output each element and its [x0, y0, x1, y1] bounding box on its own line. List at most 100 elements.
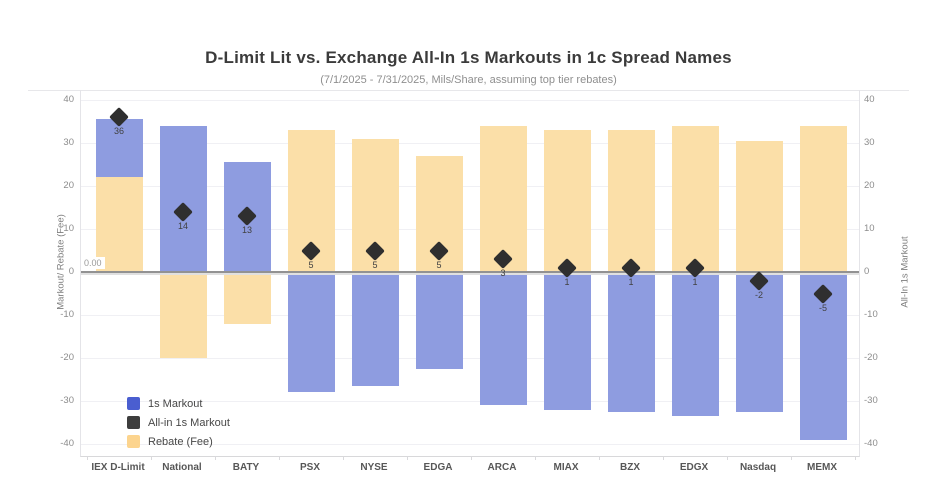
x-axis-label-National: National [162, 462, 202, 473]
bar-rebate-fee-IEX D-Limit[interactable] [95, 177, 143, 272]
x-axis-label-IEX D-Limit: IEX D-Limit [91, 462, 145, 473]
diamond-value-label-BATY: 13 [241, 225, 252, 236]
right-axis-tick-label-30: 30 [864, 137, 875, 148]
bar-1s-markout-ARCA[interactable] [479, 272, 527, 406]
x-axis-tick [151, 456, 152, 460]
left-axis-tick-label--20: -20 [60, 352, 74, 363]
bar-1s-markout-Nasdaq[interactable] [735, 272, 783, 412]
bar-1s-markout-MIAX[interactable] [543, 272, 591, 410]
x-axis-label-NYSE: NYSE [360, 462, 388, 473]
bar-rebate-fee-Nasdaq[interactable] [735, 140, 783, 272]
right-axis-tick-label--40: -40 [864, 438, 878, 449]
gridline--10 [81, 315, 859, 316]
x-axis-tick [87, 456, 88, 460]
left-axis-tick-label-40: 40 [63, 94, 74, 105]
zero-reference-line [81, 271, 859, 273]
diamond-value-label-Nasdaq: -2 [754, 289, 763, 300]
gridline--20 [81, 358, 859, 359]
bar-1s-markout-National[interactable] [159, 125, 207, 272]
gridline--40 [81, 444, 859, 445]
right-axis-tick-label-40: 40 [864, 94, 875, 105]
diamond-value-label-ARCA: 3 [500, 268, 506, 279]
x-axis-label-BATY: BATY [232, 462, 260, 473]
zero-reference-label: 0.00 [81, 257, 105, 269]
left-axis-tick-label--30: -30 [60, 395, 74, 406]
x-axis-label-Nasdaq: Nasdaq [739, 462, 777, 473]
right-axis-tick-label-0: 0 [864, 266, 870, 277]
legend-swatch-rebate-fee [127, 435, 140, 448]
gridline--30 [81, 401, 859, 402]
chart-subtitle: (7/1/2025 - 7/31/2025, Mils/Share, assum… [320, 74, 617, 86]
legend-label-all-in-1s-markout: All-in 1s Markout [148, 416, 230, 429]
x-axis-tick [407, 456, 408, 460]
chart-title: D-Limit Lit vs. Exchange All-In 1s Marko… [205, 48, 732, 67]
x-axis-tick [727, 456, 728, 460]
left-axis-tick-label-10: 10 [63, 223, 74, 234]
diamond-value-label-MIAX: 1 [564, 276, 570, 287]
x-axis-tick [279, 456, 280, 460]
right-axis-tick-label--10: -10 [864, 309, 878, 320]
legend-label-rebate-fee: Rebate (Fee) [148, 435, 213, 448]
bar-rebate-fee-BATY[interactable] [223, 272, 271, 324]
x-axis-tick [471, 456, 472, 460]
bar-rebate-fee-ARCA[interactable] [479, 125, 527, 272]
x-axis-tick [535, 456, 536, 460]
bar-1s-markout-BZX[interactable] [607, 272, 655, 412]
bar-rebate-fee-National[interactable] [159, 272, 207, 358]
right-axis-tick-label--30: -30 [864, 395, 878, 406]
x-axis-label-PSX: PSX [299, 462, 320, 473]
x-axis-label-ARCA: ARCA [487, 462, 517, 473]
diamond-value-label-EDGA: 5 [436, 259, 442, 270]
x-axis-tick [215, 456, 216, 460]
x-axis-tick [663, 456, 664, 460]
diamond-value-label-BZX: 1 [628, 276, 634, 287]
bar-rebate-fee-MIAX[interactable] [543, 130, 591, 272]
diamond-value-label-EDGX: 1 [692, 276, 698, 287]
x-axis-label-EDGA: EDGA [423, 462, 453, 473]
left-axis-tick-label-0: 0 [68, 266, 74, 277]
x-axis-tick [791, 456, 792, 460]
legend-swatch-1s-markout [127, 397, 140, 410]
diamond-value-label-MEMX: -5 [818, 302, 827, 313]
gridline-30 [81, 143, 859, 144]
bar-rebate-fee-MEMX[interactable] [799, 125, 847, 272]
left-axis-tick-label-20: 20 [63, 180, 74, 191]
x-axis-tick [343, 456, 344, 460]
legend-swatch-all-in-1s-markout [127, 416, 140, 429]
gridline-40 [81, 100, 859, 101]
right-axis-tick-label-10: 10 [864, 223, 875, 234]
gridline-20 [81, 186, 859, 187]
bar-1s-markout-EDGX[interactable] [671, 272, 719, 417]
right-axis-tick-label-20: 20 [864, 180, 875, 191]
right-axis-title: All-In 1s Markout [899, 236, 911, 308]
bar-1s-markout-PSX[interactable] [287, 272, 335, 393]
title-divider [28, 90, 909, 91]
diamond-value-label-PSX: 5 [308, 259, 314, 270]
left-axis-tick-label-30: 30 [63, 137, 74, 148]
bar-1s-markout-NYSE[interactable] [351, 272, 399, 386]
bar-1s-markout-EDGA[interactable] [415, 272, 463, 369]
plot-area: 36 14 13 5 5 5 3 1 1 1 -2 -5 [80, 90, 860, 460]
diamond-value-label-NYSE: 5 [372, 259, 378, 270]
left-axis-tick-label--40: -40 [60, 438, 74, 449]
legend-item-all-in-1s-markout[interactable]: All-in 1s Markout [127, 413, 230, 432]
bar-rebate-fee-BZX[interactable] [607, 130, 655, 272]
legend-item-rebate-fee[interactable]: Rebate (Fee) [127, 432, 230, 451]
left-axis-tick-label--10: -10 [60, 309, 74, 320]
x-axis-tick [855, 456, 856, 460]
x-axis-tick [599, 456, 600, 460]
legend-item-1s-markout[interactable]: 1s Markout [127, 394, 230, 413]
gridline-10 [81, 229, 859, 230]
x-axis-label-MEMX: MEMX [807, 462, 837, 473]
diamond-value-label-IEX D-Limit: 36 [113, 126, 124, 137]
x-axis-label-MIAX: MIAX [553, 462, 579, 473]
legend-label-1s-markout: 1s Markout [148, 397, 203, 410]
right-axis-tick-label--20: -20 [864, 352, 878, 363]
x-axis-label-EDGX: EDGX [679, 462, 709, 473]
bar-rebate-fee-EDGX[interactable] [671, 125, 719, 272]
legend: 1s Markout All-in 1s Markout Rebate (Fee… [127, 394, 230, 451]
x-axis-label-BZX: BZX [620, 462, 640, 473]
diamond-value-label-National: 14 [177, 220, 188, 231]
bar-1s-markout-IEX D-Limit[interactable] [95, 119, 143, 178]
